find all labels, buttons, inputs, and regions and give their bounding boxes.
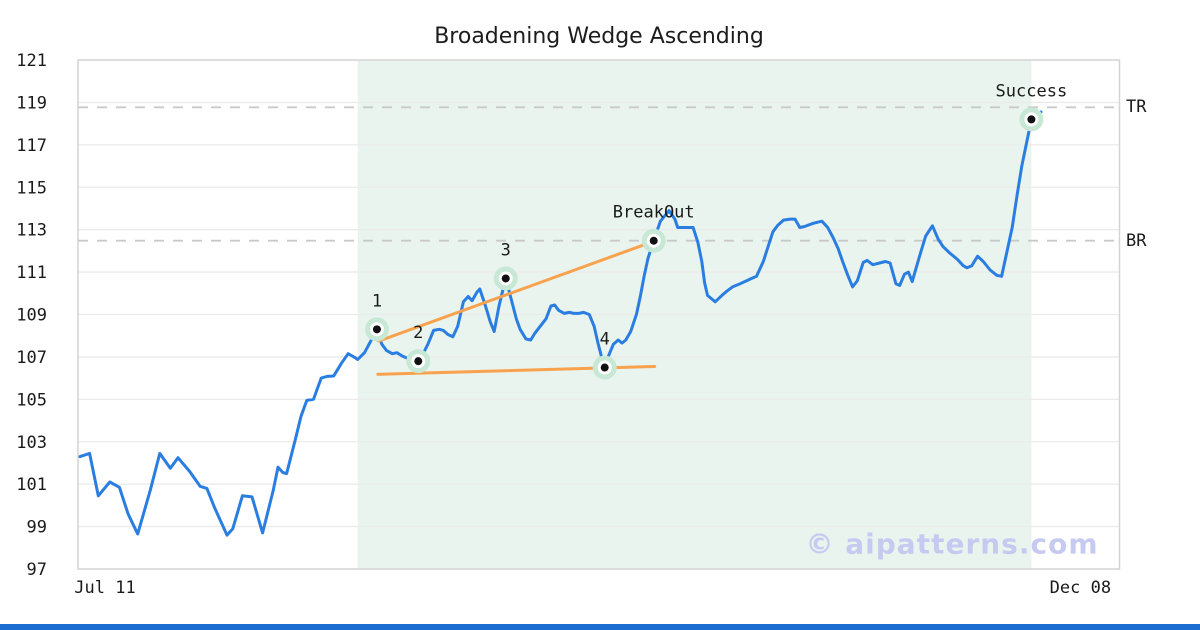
y-tick-label: 97	[27, 560, 47, 580]
footer-bar	[0, 624, 1200, 630]
y-tick-label: 107	[16, 348, 47, 368]
y-tick-label: 103	[16, 433, 47, 453]
marker-label-breakout: BreakOut	[613, 203, 695, 223]
y-tick-label: 99	[27, 518, 47, 538]
marker-label-success: Success	[996, 81, 1068, 101]
price-line	[78, 110, 1043, 537]
marker-label-3: 3	[501, 240, 511, 260]
marker-dot-icon	[414, 357, 423, 366]
br-level-label: BR	[1126, 230, 1147, 251]
marker-dot-icon	[372, 325, 381, 334]
y-tick-label: 105	[16, 390, 47, 410]
y-tick-label: 115	[16, 178, 47, 198]
y-tick-label: 121	[16, 51, 47, 71]
marker-label-4: 4	[600, 330, 610, 350]
tr-level-label: TR	[1126, 97, 1147, 118]
marker-dot-icon	[1027, 115, 1036, 124]
y-tick-label: 101	[16, 475, 47, 495]
y-tick-label: 111	[16, 263, 47, 283]
chart-title: Broadening Wedge Ascending	[434, 24, 764, 49]
watermark: © aipatterns.com	[805, 527, 1099, 561]
y-tick-label: 109	[16, 306, 47, 326]
trend-line-upper	[377, 239, 656, 343]
x-tick-label-start: Jul 11	[74, 578, 136, 598]
marker-label-1: 1	[372, 291, 382, 311]
marker-label-2: 2	[413, 323, 423, 343]
y-tick-label: 119	[16, 93, 47, 113]
y-tick-label: 113	[16, 221, 47, 241]
marker-dot-icon	[649, 236, 658, 245]
x-tick-label-end: Dec 08	[1049, 578, 1112, 598]
marker-dot-icon	[501, 274, 510, 283]
plot-border	[77, 59, 1121, 570]
y-tick-label: 117	[16, 136, 47, 156]
marker-dot-icon	[600, 363, 609, 372]
